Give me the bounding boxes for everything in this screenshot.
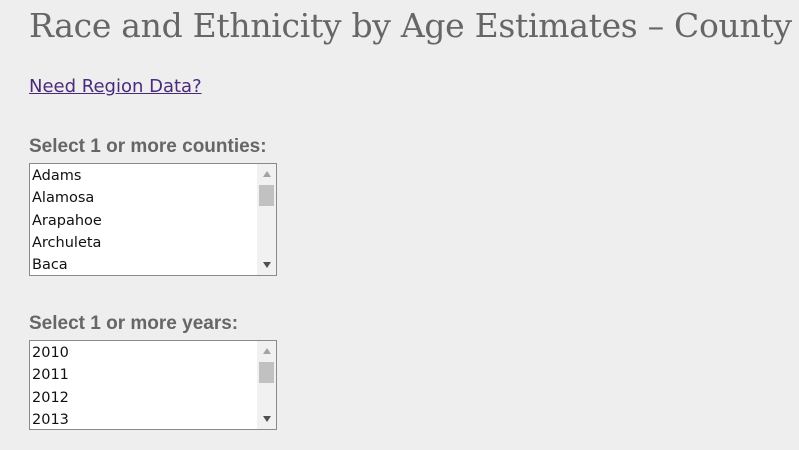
counties-scrollbar[interactable]	[257, 164, 276, 275]
years-scroll-thumb[interactable]	[259, 362, 274, 383]
county-option-arapahoe[interactable]: Arapahoe	[32, 212, 102, 229]
county-option-archuleta[interactable]: Archuleta	[32, 234, 102, 251]
county-option-adams[interactable]: Adams	[32, 168, 82, 184]
scroll-up-arrow-icon[interactable]	[257, 343, 276, 359]
county-option-alamosa[interactable]: Alamosa	[32, 190, 95, 207]
scroll-down-arrow-icon[interactable]	[257, 257, 276, 273]
scroll-down-arrow-icon[interactable]	[257, 411, 276, 427]
year-option-2012[interactable]: 2012	[32, 389, 69, 406]
years-options: 2010 2011 2012 2013	[30, 341, 255, 429]
year-option-2011[interactable]: 2011	[32, 367, 69, 384]
counties-listbox[interactable]: Adams Alamosa Arapahoe Archuleta Baca	[29, 163, 277, 276]
year-option-2010[interactable]: 2010	[32, 345, 69, 361]
page-title: Race and Ethnicity by Age Estimates – Co…	[29, 6, 792, 45]
scroll-up-arrow-icon[interactable]	[257, 166, 276, 182]
year-option-2013[interactable]: 2013	[32, 411, 69, 428]
counties-label: Select 1 or more counties:	[29, 136, 267, 157]
years-scrollbar[interactable]	[257, 341, 276, 429]
counties-options: Adams Alamosa Arapahoe Archuleta Baca	[30, 164, 255, 275]
county-option-baca[interactable]: Baca	[32, 257, 68, 274]
counties-scroll-thumb[interactable]	[259, 185, 274, 206]
years-label: Select 1 or more years:	[29, 313, 239, 334]
years-listbox[interactable]: 2010 2011 2012 2013	[29, 340, 277, 430]
need-region-data-link[interactable]: Need Region Data?	[29, 76, 202, 97]
